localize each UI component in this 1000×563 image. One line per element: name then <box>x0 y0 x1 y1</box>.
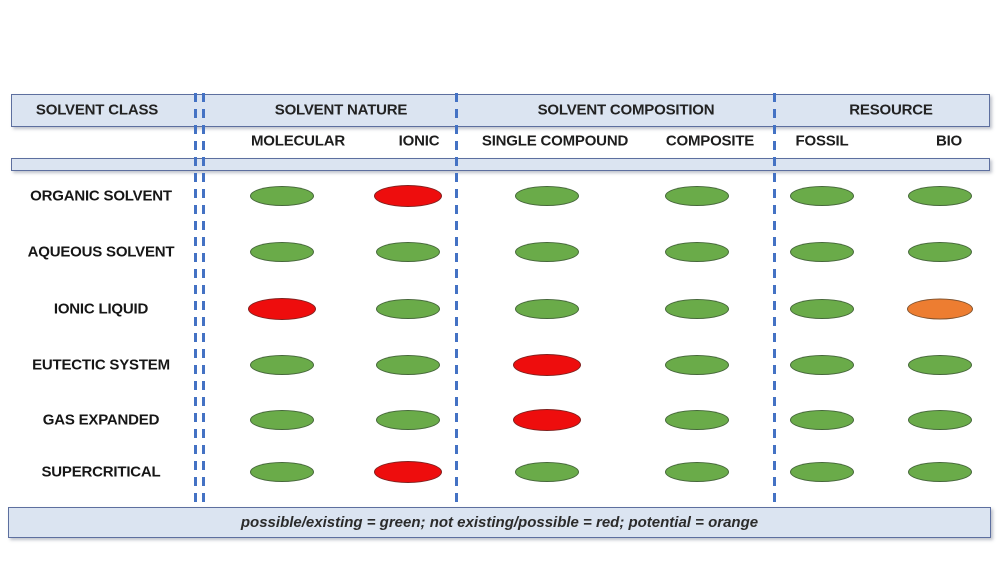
status-ellipse-green <box>908 410 972 430</box>
status-ellipse-green <box>250 242 314 262</box>
status-ellipse-red <box>248 298 316 320</box>
status-ellipse-green <box>250 186 314 206</box>
status-ellipse-green <box>665 462 729 482</box>
status-ellipse-green <box>665 410 729 430</box>
status-ellipse-green <box>790 410 854 430</box>
dashed-separator-class-right <box>202 93 205 507</box>
status-ellipse-red <box>374 185 442 207</box>
column-header-composite: COMPOSITE <box>665 132 755 150</box>
column-header-bio: BIO <box>935 132 963 150</box>
status-ellipse-green <box>665 242 729 262</box>
column-header-single-compound: SINGLE COMPOUND <box>481 132 629 150</box>
section-title-resource: RESOURCE <box>849 101 933 119</box>
status-ellipse-green <box>908 186 972 206</box>
status-ellipse-green <box>250 355 314 375</box>
status-ellipse-green <box>908 462 972 482</box>
status-ellipse-green <box>790 355 854 375</box>
status-ellipse-green <box>376 410 440 430</box>
status-ellipse-green <box>790 462 854 482</box>
row-label-organic-solvent: ORGANIC SOLVENT <box>30 187 172 205</box>
column-header-fossil: FOSSIL <box>795 132 849 150</box>
status-ellipse-green <box>250 462 314 482</box>
dashed-separator-class-left <box>194 93 197 507</box>
status-ellipse-orange <box>907 298 973 320</box>
section-title-solvent-composition: SOLVENT COMPOSITION <box>537 101 715 119</box>
status-ellipse-red <box>513 409 581 431</box>
status-ellipse-red <box>374 461 442 483</box>
section-title-solvent-nature: SOLVENT NATURE <box>274 101 408 119</box>
status-ellipse-green <box>790 299 854 319</box>
row-label-eutectic-system: EUTECTIC SYSTEM <box>32 356 170 374</box>
row-label-supercritical: SUPERCRITICAL <box>41 463 161 481</box>
legend-band: possible/existing = green; not existing/… <box>8 507 991 538</box>
status-ellipse-green <box>790 242 854 262</box>
column-header-molecular: MOLECULAR <box>250 132 346 150</box>
section-title-solvent-class: SOLVENT CLASS <box>35 101 159 119</box>
column-header-ionic: IONIC <box>398 132 440 150</box>
status-ellipse-green <box>665 186 729 206</box>
legend-text: possible/existing = green; not existing/… <box>240 514 759 531</box>
status-ellipse-green <box>908 242 972 262</box>
status-ellipse-green <box>515 242 579 262</box>
row-label-gas-expanded: GAS EXPANDED <box>42 411 160 429</box>
status-ellipse-green <box>665 299 729 319</box>
dashed-separator-composition <box>455 93 458 507</box>
status-ellipse-red <box>513 354 581 376</box>
status-ellipse-green <box>790 186 854 206</box>
status-ellipse-green <box>665 355 729 375</box>
header-band <box>11 94 990 127</box>
status-ellipse-green <box>376 355 440 375</box>
status-ellipse-green <box>515 462 579 482</box>
divider-band <box>11 158 990 171</box>
status-ellipse-green <box>515 299 579 319</box>
row-label-aqueous-solvent: AQUEOUS SOLVENT <box>27 243 175 261</box>
row-label-ionic-liquid: IONIC LIQUID <box>53 300 149 318</box>
dashed-separator-resource <box>773 93 776 507</box>
status-ellipse-green <box>376 242 440 262</box>
status-ellipse-green <box>376 299 440 319</box>
status-ellipse-green <box>908 355 972 375</box>
status-ellipse-green <box>515 186 579 206</box>
status-ellipse-green <box>250 410 314 430</box>
